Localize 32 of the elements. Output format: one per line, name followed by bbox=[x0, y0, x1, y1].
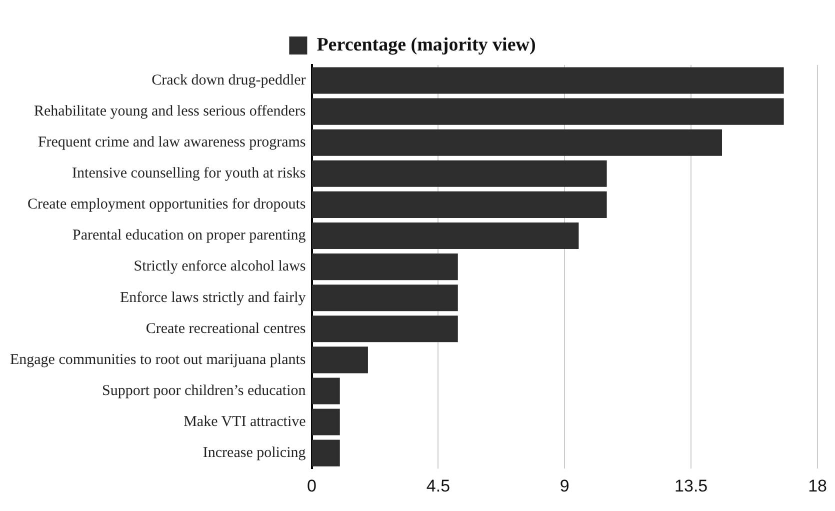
bar bbox=[312, 98, 784, 125]
bar bbox=[312, 254, 458, 280]
bar bbox=[312, 408, 340, 436]
y-tick-label: Make VTI attractive bbox=[184, 414, 306, 430]
legend-label: Percentage (majority view) bbox=[316, 34, 536, 56]
bar bbox=[312, 284, 458, 312]
bar bbox=[312, 346, 368, 374]
x-tick-label: 18 bbox=[808, 476, 828, 496]
y-tick-label: Intensive counselling for youth at risks bbox=[72, 166, 306, 182]
y-tick-label: Crack down drug-peddler bbox=[152, 72, 306, 88]
x-tick-label: 4.5 bbox=[426, 476, 450, 496]
y-tick-label: Support poor children’s education bbox=[102, 382, 306, 399]
bar bbox=[312, 160, 607, 187]
y-tick-label: Enforce laws strictly and fairly bbox=[120, 290, 306, 306]
y-tick-label: Strictly enforce alcohol laws bbox=[134, 258, 306, 275]
y-tick-label: Create recreational centres bbox=[146, 320, 306, 337]
bar bbox=[312, 378, 340, 404]
bar bbox=[312, 129, 722, 156]
bar bbox=[312, 191, 607, 218]
bar bbox=[312, 440, 340, 466]
y-tick-label: Engage communities to root out marijuana plants bbox=[10, 352, 306, 368]
y-tick-label: Increase policing bbox=[202, 445, 306, 462]
x-tick-label: 13.5 bbox=[674, 476, 708, 496]
bar bbox=[312, 222, 579, 250]
y-tick-label: Frequent crime and law awareness programs bbox=[38, 134, 306, 151]
y-tick-label: Rehabilitate young and less serious offenders bbox=[34, 104, 306, 120]
y-tick-label: Create employment opportunities for dropouts bbox=[27, 196, 306, 213]
x-tick-label: 9 bbox=[560, 476, 570, 496]
y-tick-label: Parental education on proper parenting bbox=[72, 228, 306, 244]
x-tick-label: 0 bbox=[307, 476, 316, 496]
bar bbox=[312, 67, 784, 94]
bar bbox=[312, 316, 458, 342]
